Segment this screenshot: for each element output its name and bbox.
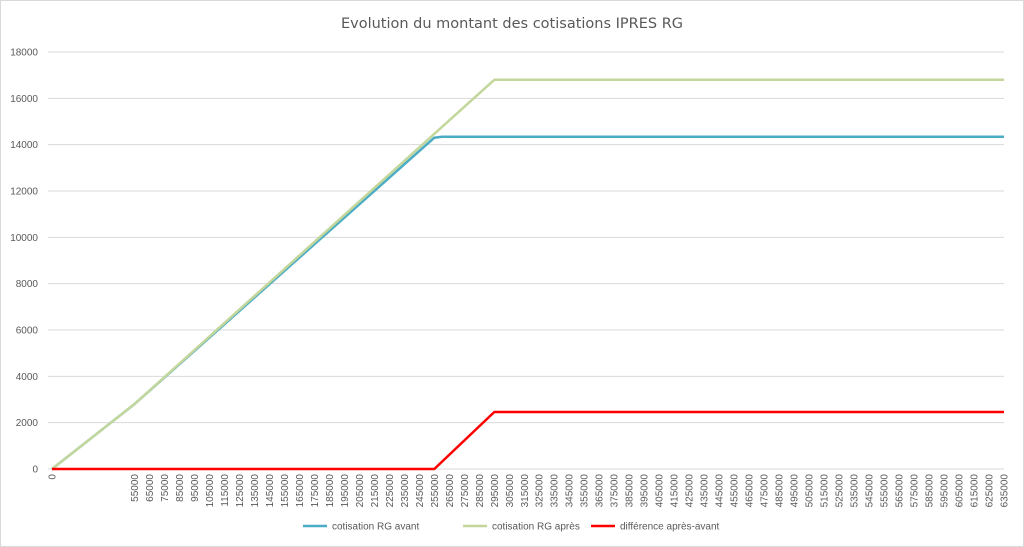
y-tick-label: 16000 bbox=[10, 94, 38, 105]
x-tick-label: 435000 bbox=[700, 474, 711, 508]
x-tick-label: 475000 bbox=[760, 474, 771, 508]
x-tick-label: 585000 bbox=[925, 474, 936, 508]
x-tick-label: 105000 bbox=[205, 474, 216, 508]
x-tick-label: 115000 bbox=[220, 474, 231, 507]
series-lines bbox=[51, 78, 1004, 471]
x-tick-label: 295000 bbox=[490, 474, 501, 508]
x-tick-label: 155000 bbox=[280, 474, 291, 508]
y-axis-ticks: 0 2000 4000 6000 8000 10000 12000 14000 16000 180… bbox=[10, 48, 38, 476]
legend-label: cotisation RG avant bbox=[332, 522, 419, 533]
x-tick-label: 495000 bbox=[790, 474, 801, 508]
x-tick-label: 225000 bbox=[385, 474, 396, 508]
x-tick-label: 175000 bbox=[310, 474, 321, 508]
series-line-2 bbox=[51, 78, 1004, 470]
x-tick-label: 325000 bbox=[535, 474, 546, 508]
y-tick-label: 14000 bbox=[10, 140, 38, 151]
x-tick-label: 595000 bbox=[940, 474, 951, 508]
y-tick-label: 10000 bbox=[10, 233, 38, 244]
x-tick-label: 465000 bbox=[745, 474, 756, 508]
x-tick-label: 525000 bbox=[835, 474, 846, 508]
x-tick-label: 365000 bbox=[595, 474, 606, 508]
x-tick-label: 445000 bbox=[715, 474, 726, 508]
x-tick-label: 385000 bbox=[625, 474, 636, 508]
y-tick-label: 6000 bbox=[16, 326, 39, 337]
legend: cotisation RG avant cotisation RG après di… bbox=[303, 522, 720, 533]
x-tick-label: 135000 bbox=[250, 474, 261, 508]
x-tick-label: 145000 bbox=[265, 474, 276, 508]
x-tick-label: 455000 bbox=[730, 474, 741, 508]
x-tick-label: 625000 bbox=[985, 474, 996, 508]
x-tick-label: 425000 bbox=[685, 474, 696, 508]
legend-label: différence après-avant bbox=[620, 522, 720, 533]
grid-lines bbox=[48, 51, 1004, 424]
x-tick-label: 215000 bbox=[370, 474, 381, 508]
x-tick-label: 515000 bbox=[820, 474, 831, 508]
x-tick-label: 535000 bbox=[850, 474, 861, 508]
x-tick-label: 195000 bbox=[340, 474, 351, 508]
x-tick-label: 255000 bbox=[430, 474, 441, 508]
y-tick-label: 8000 bbox=[16, 279, 39, 290]
y-tick-label: 12000 bbox=[10, 187, 38, 198]
x-tick-label: 565000 bbox=[895, 474, 906, 508]
x-tick-label: 555000 bbox=[880, 474, 891, 508]
x-tick-label: 315000 bbox=[520, 474, 531, 508]
x-tick-label: 165000 bbox=[295, 474, 306, 508]
x-tick-label: 575000 bbox=[910, 474, 921, 508]
x-tick-label: 335000 bbox=[550, 474, 561, 508]
x-tick-label: 95000 bbox=[190, 474, 201, 502]
x-tick-label: 245000 bbox=[415, 474, 426, 508]
x-tick-label: 635000 bbox=[1000, 474, 1011, 508]
y-tick-label: 18000 bbox=[10, 48, 38, 59]
x-tick-label: 415000 bbox=[670, 474, 681, 508]
x-tick-label: 205000 bbox=[355, 474, 366, 508]
x-tick-label: 235000 bbox=[400, 474, 411, 508]
x-tick-label: 0 bbox=[48, 474, 59, 480]
y-tick-label: 4000 bbox=[16, 372, 39, 383]
x-tick-label: 305000 bbox=[505, 474, 516, 508]
y-tick-label: 0 bbox=[32, 465, 38, 476]
x-tick-label: 545000 bbox=[865, 474, 876, 508]
x-tick-label: 485000 bbox=[775, 474, 786, 508]
x-tick-label: 125000 bbox=[235, 474, 246, 508]
series-line-1 bbox=[51, 135, 1004, 470]
x-tick-label: 65000 bbox=[145, 474, 156, 502]
x-tick-label: 75000 bbox=[160, 474, 171, 502]
y-tick-label: 2000 bbox=[16, 418, 39, 429]
chart-title: Evolution du montant des cotisations IPR… bbox=[341, 16, 683, 32]
x-tick-label: 405000 bbox=[655, 474, 666, 508]
x-tick-label: 275000 bbox=[460, 474, 471, 508]
x-tick-label: 605000 bbox=[955, 474, 966, 508]
x-axis-ticks: 0 55000 65000 75000 85000 95000 105000 115000 12… bbox=[48, 474, 1011, 508]
x-tick-label: 285000 bbox=[475, 474, 486, 508]
x-tick-label: 55000 bbox=[130, 474, 141, 502]
series-line-3 bbox=[52, 410, 1004, 471]
x-tick-label: 185000 bbox=[325, 474, 336, 508]
x-tick-label: 615000 bbox=[970, 474, 981, 508]
x-tick-label: 375000 bbox=[610, 474, 621, 508]
x-tick-label: 345000 bbox=[565, 474, 576, 508]
x-tick-label: 505000 bbox=[805, 474, 816, 508]
x-tick-label: 85000 bbox=[175, 474, 186, 502]
legend-label: cotisation RG après bbox=[492, 522, 580, 533]
x-tick-label: 265000 bbox=[445, 474, 456, 508]
x-tick-label: 355000 bbox=[580, 474, 591, 508]
x-tick-label: 395000 bbox=[640, 474, 651, 508]
